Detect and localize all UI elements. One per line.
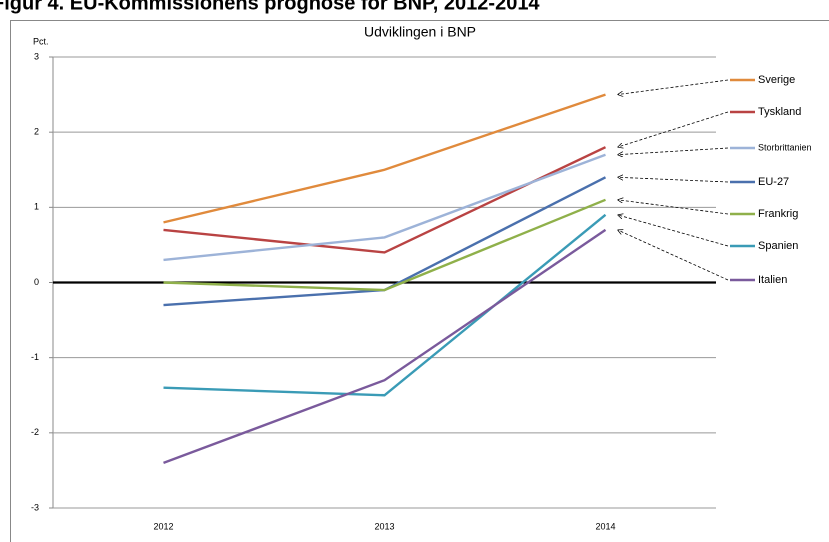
x-tick-label: 2012 (153, 521, 173, 531)
legend-arrow (618, 79, 729, 95)
legend-label: Sverige (758, 74, 795, 86)
legend-arrow (618, 177, 729, 183)
x-tick-label: 2013 (374, 521, 394, 531)
y-tick-label: 3 (34, 51, 39, 61)
legend-arrow (618, 230, 729, 281)
chart-frame (10, 20, 829, 542)
legend-arrow (618, 111, 729, 147)
y-axis-label: Pct. (33, 36, 49, 46)
legend-label: Frankrig (758, 208, 798, 220)
y-tick-label: -1 (31, 352, 39, 362)
legend-arrow (618, 215, 729, 247)
legend-label: EU-27 (758, 176, 789, 188)
legend-label: Storbrittanien (758, 142, 812, 152)
figure-title: Figur 4. EU-Kommissionens prognose for B… (0, 0, 540, 14)
y-tick-label: 0 (34, 277, 39, 287)
series-line (163, 153, 606, 262)
legend-arrow (618, 147, 729, 155)
legend-arrow (618, 200, 729, 215)
y-tick-label: 1 (34, 202, 39, 212)
y-tick-label: -2 (31, 427, 39, 437)
y-tick-label: 2 (34, 127, 39, 137)
y-tick-label: -3 (31, 502, 39, 512)
legend-label: Spanien (758, 240, 798, 252)
series-line (163, 93, 606, 224)
series-line (163, 228, 607, 465)
series-line (163, 213, 607, 397)
legend-label: Tyskland (758, 106, 801, 118)
legend-label: Italien (758, 274, 787, 286)
x-tick-label: 2014 (595, 521, 615, 531)
chart-title: Udviklingen i BNP (364, 24, 476, 40)
series-line (163, 198, 606, 292)
